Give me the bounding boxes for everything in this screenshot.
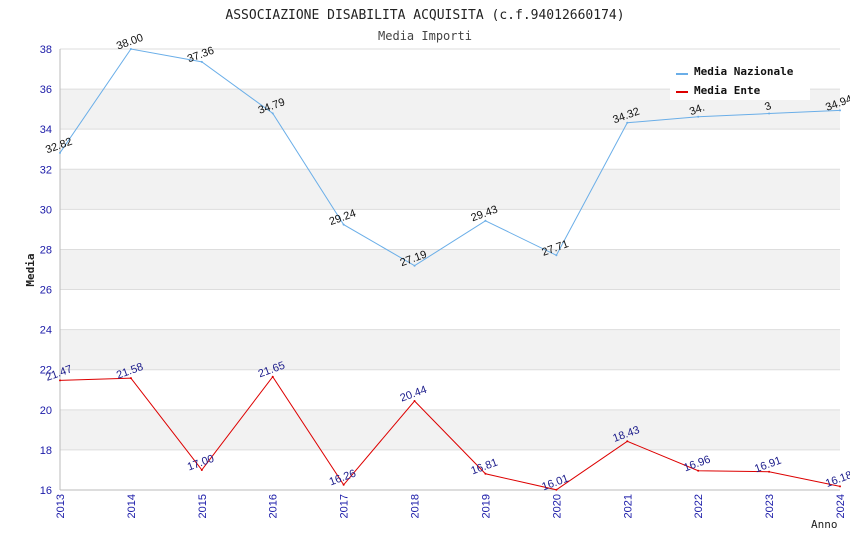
grid-band bbox=[60, 129, 840, 170]
y-tick-label: 26 bbox=[40, 285, 52, 297]
series-line-ente bbox=[59, 375, 841, 491]
data-point bbox=[342, 483, 345, 486]
data-point bbox=[413, 399, 416, 402]
series-lines bbox=[59, 48, 841, 491]
data-point bbox=[413, 264, 416, 267]
data-point bbox=[200, 60, 203, 63]
x-tick-label: 2022 bbox=[693, 494, 705, 518]
data-point bbox=[129, 48, 132, 50]
x-axis-label: Anno bbox=[811, 518, 838, 531]
data-point bbox=[342, 223, 345, 226]
data-label: 34. bbox=[688, 102, 706, 119]
y-tick-label: 38 bbox=[40, 44, 52, 56]
x-tick-label: 2016 bbox=[268, 494, 280, 518]
y-tick-labels: 16 18 20 22 24 26 28 30 32 34 36 38 bbox=[40, 44, 52, 497]
y-tick-label: 32 bbox=[40, 164, 52, 176]
grid-band bbox=[60, 329, 840, 370]
data-point bbox=[626, 440, 629, 443]
x-tick-label: 2017 bbox=[339, 494, 351, 518]
grid-band bbox=[60, 289, 840, 330]
x-tick-label: 2019 bbox=[480, 494, 492, 518]
y-tick-label: 36 bbox=[40, 84, 52, 96]
data-point bbox=[839, 485, 841, 488]
y-tick-label: 16 bbox=[40, 485, 52, 497]
data-point bbox=[768, 470, 771, 473]
y-tick-label: 34 bbox=[40, 124, 52, 136]
grid-band bbox=[60, 169, 840, 210]
data-point bbox=[200, 468, 203, 471]
data-point bbox=[59, 379, 61, 382]
x-tick-label: 2024 bbox=[835, 494, 847, 518]
data-point bbox=[768, 112, 771, 115]
chart-title: ASSOCIAZIONE DISABILITA ACQUISITA (c.f.9… bbox=[225, 8, 624, 23]
data-point bbox=[839, 109, 841, 112]
legend-label-nazionale: Media Nazionale bbox=[694, 65, 794, 78]
data-point bbox=[271, 112, 274, 115]
x-tick-labels: 2013 2014 2015 2016 2017 2018 2019 2020 2021 2022… bbox=[55, 494, 847, 518]
x-tick-label: 2015 bbox=[197, 494, 209, 518]
y-tick-label: 20 bbox=[40, 405, 52, 417]
data-point bbox=[484, 472, 487, 475]
x-tick-label: 2021 bbox=[622, 494, 634, 518]
data-label: 3 bbox=[763, 100, 773, 113]
x-tick-label: 2013 bbox=[55, 494, 67, 518]
x-tick-label: 2018 bbox=[410, 494, 422, 518]
legend: Media Nazionale Media Ente bbox=[670, 60, 810, 100]
x-tick-label: 2020 bbox=[551, 494, 563, 518]
y-tick-label: 18 bbox=[40, 445, 52, 457]
y-tick-label: 24 bbox=[40, 325, 52, 337]
y-tick-label: 22 bbox=[40, 365, 52, 377]
chart-subtitle: Media Importi bbox=[378, 29, 472, 43]
data-point bbox=[484, 219, 487, 222]
grid-band bbox=[60, 409, 840, 450]
data-point bbox=[697, 469, 700, 472]
legend-label-ente: Media Ente bbox=[694, 84, 761, 97]
data-point bbox=[129, 377, 132, 380]
series-line-nazionale bbox=[59, 48, 841, 267]
y-axis-label: Media bbox=[24, 253, 37, 286]
data-point bbox=[555, 488, 558, 491]
data-point bbox=[697, 115, 700, 118]
grid-band bbox=[60, 449, 840, 490]
grid-band bbox=[60, 249, 840, 290]
x-tick-label: 2023 bbox=[764, 494, 776, 518]
grid-band bbox=[60, 369, 840, 410]
data-point bbox=[555, 254, 558, 257]
grid-bands bbox=[60, 49, 840, 490]
data-point bbox=[271, 375, 274, 378]
legend-box bbox=[670, 60, 810, 100]
data-point bbox=[59, 151, 61, 154]
data-point bbox=[626, 121, 629, 124]
y-tick-label: 28 bbox=[40, 244, 52, 256]
y-tick-label: 30 bbox=[40, 204, 52, 216]
x-tick-label: 2014 bbox=[126, 494, 138, 518]
